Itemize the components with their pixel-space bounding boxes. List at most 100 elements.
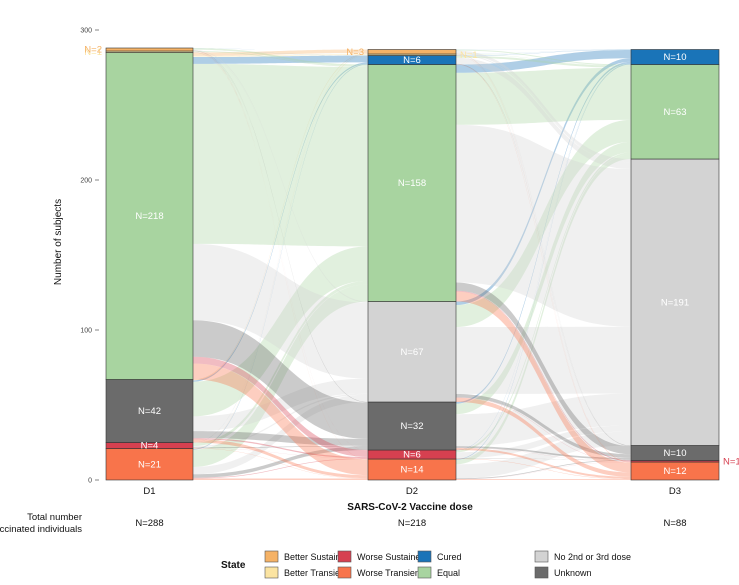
flow-ribbon: [456, 64, 631, 463]
totals-row: N=288 N=218 N=88: [135, 518, 686, 529]
flow-ribbon: [193, 55, 368, 449]
flow-ribbon: [456, 458, 631, 460]
flow-ribbon: [456, 55, 631, 463]
flow-ribbon: [456, 67, 631, 125]
legend-swatch: [337, 566, 352, 579]
stack-layer: [105, 47, 720, 481]
flow-ribbon: [456, 63, 631, 460]
segment-d3-no-2nd-or-3rd-dose: [630, 158, 720, 446]
flow-ribbon: [193, 438, 368, 459]
flow-ribbon: [456, 397, 631, 462]
segment-label: N=1: [84, 47, 102, 58]
flow-ribbon: [193, 448, 368, 479]
segment-label: N=1: [723, 456, 739, 467]
legend-label: Better Sustained: [284, 552, 351, 562]
segment-d2-unknown: [367, 401, 457, 451]
flow-ribbon: [193, 363, 368, 476]
flow-ribbon: [193, 51, 368, 55]
total-value: N=88: [664, 518, 687, 529]
segment-label: N=2: [84, 45, 102, 56]
total-value: N=218: [398, 518, 426, 529]
flow-ribbon: [456, 55, 631, 68]
legend-swatch: [264, 566, 279, 579]
flow-ribbon: [193, 49, 368, 303]
flow-ribbon: [456, 326, 631, 394]
flow-ribbon: [193, 63, 368, 450]
segment-d1-worse-transient: [105, 448, 194, 481]
flow-ribbon: [193, 394, 368, 475]
flow-ribbon: [456, 53, 631, 461]
dose-label: D1: [143, 486, 155, 497]
legend-label: Equal: [437, 568, 460, 578]
legend: State Better Sustained Better Transient Wor…: [221, 550, 631, 579]
flow-ribbon: [193, 48, 368, 67]
flow-ribbon: [193, 445, 368, 449]
flow-ribbon: [456, 49, 631, 56]
flow-ribbon: [193, 51, 368, 303]
segment-label: N=6: [403, 450, 421, 461]
totals-label: Total numberof vaccinated individuals: [0, 512, 82, 535]
segment-d1-equal: [105, 52, 194, 380]
flow-ribbon: [193, 63, 368, 443]
flow-ribbon: [456, 397, 631, 477]
flow-ribbon: [193, 446, 368, 478]
flow-ribbon: [193, 55, 368, 443]
segment-d3-cured: [630, 49, 720, 65]
legend-title: State: [221, 560, 246, 571]
flow-ribbon: [456, 459, 631, 480]
segment-label: N=6: [403, 55, 421, 66]
legend-swatch: [417, 566, 432, 579]
flow-ribbon: [193, 284, 368, 467]
flow-ribbon: [456, 446, 631, 460]
flow-ribbon: [456, 291, 631, 473]
legend-label: Worse Transient: [357, 568, 423, 578]
segment-label: N=191: [661, 297, 689, 308]
segment-d3-equal: [630, 64, 720, 160]
flow-ribbon: [193, 48, 368, 56]
flow-ribbon: [193, 55, 368, 64]
flow-ribbon: [193, 63, 368, 247]
flow-ribbon: [456, 54, 631, 66]
segment-label: N=3: [346, 47, 364, 58]
flow-ribbon: [456, 63, 631, 447]
flow-ribbon: [456, 50, 631, 162]
segment-d1-unknown: [105, 379, 194, 443]
flow-ribbon: [193, 48, 368, 55]
segment-label: N=67: [401, 347, 424, 358]
flow-ribbon: [456, 54, 631, 163]
x-axis-title: SARS-CoV-2 Vaccine dose: [347, 502, 473, 513]
flow-ribbon: [456, 119, 631, 328]
y-tick-label: 300: [80, 28, 92, 35]
flow-ribbon: [193, 448, 368, 459]
segment-label: N=12: [664, 466, 687, 477]
flow-ribbon: [193, 52, 368, 451]
segment-d2-no-2nd-or-3rd-dose: [367, 301, 457, 403]
flow-ribbon: [456, 431, 631, 479]
flow-ribbon: [456, 61, 631, 404]
flow-ribbon: [456, 447, 631, 479]
flow-ribbon: [193, 246, 368, 417]
segment-label: N=1: [460, 50, 478, 61]
flow-ribbon: [193, 393, 368, 448]
dose-label: D3: [669, 486, 681, 497]
segment-label: N=14: [401, 465, 424, 476]
flow-ribbon: [456, 154, 631, 465]
flow-ribbon: [456, 63, 631, 451]
flow-ribbon: [456, 55, 631, 461]
flow-ribbon: [456, 49, 631, 66]
flow-ribbon: [193, 458, 368, 479]
segment-label: N=42: [138, 406, 161, 417]
flow-ribbon: [193, 53, 368, 449]
segment-label: N=4: [141, 441, 159, 452]
legend-label: Cured: [437, 552, 462, 562]
flow-ribbon: [456, 64, 631, 461]
flow-ribbon: [456, 124, 631, 327]
total-value: N=288: [135, 518, 163, 529]
flow-ribbon: [456, 479, 631, 480]
flow-ribbon: [193, 51, 368, 56]
y-tick-label: 100: [80, 328, 92, 335]
segment-d2-equal: [367, 64, 457, 302]
flow-ribbon: [193, 50, 368, 403]
legend-swatch: [534, 550, 549, 563]
